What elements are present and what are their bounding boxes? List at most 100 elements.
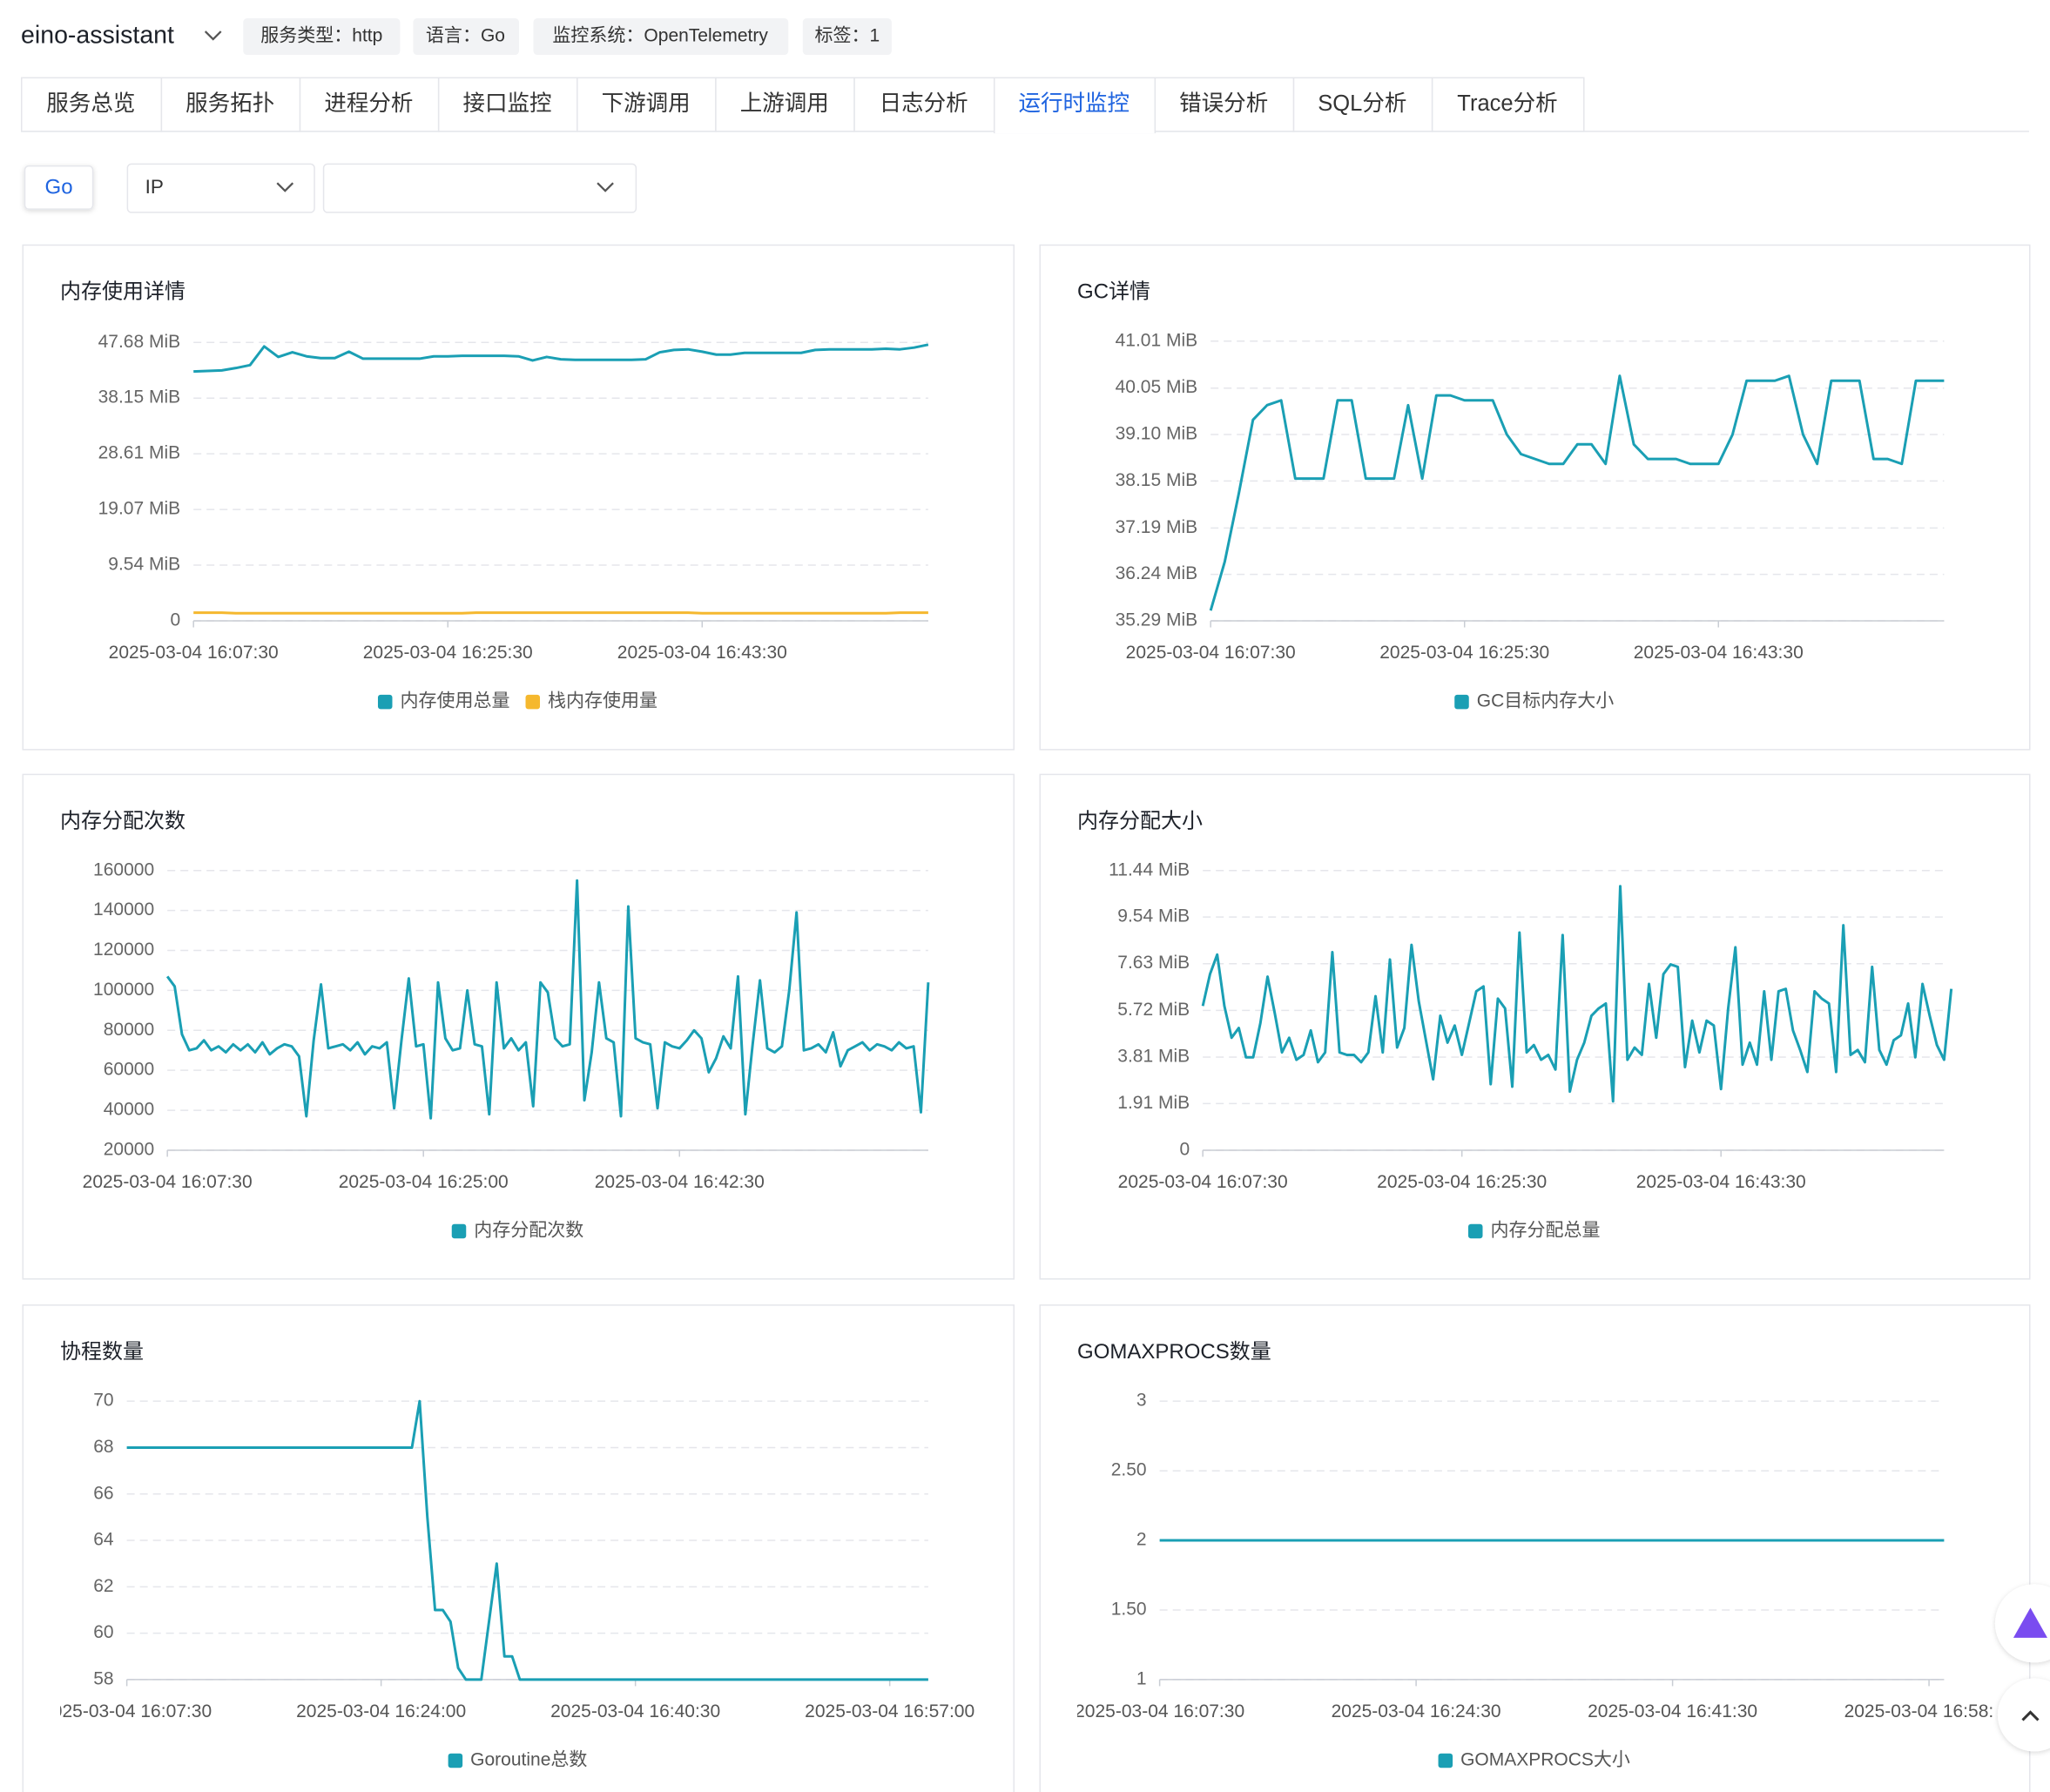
y-tick-label: 38.15 MiB	[98, 387, 181, 408]
legend-swatch[interactable]	[525, 694, 541, 710]
y-tick-label: 36.24 MiB	[1116, 563, 1198, 583]
y-tick-label: 37.19 MiB	[1116, 517, 1198, 537]
x-tick-label: 2025-03-04 16:42:30	[595, 1172, 765, 1192]
legend: 内存使用总量 栈内存使用量	[377, 691, 657, 711]
dimension-select[interactable]	[126, 163, 315, 213]
tab[interactable]	[993, 77, 1156, 134]
legend-label[interactable]: GC目标内存大小	[1477, 691, 1615, 711]
y-tick-label: 100000	[93, 980, 154, 1000]
badge	[243, 18, 401, 56]
assistant-icon	[2013, 1607, 2047, 1638]
x-tick-label: 2025-03-04 16:24:00	[296, 1701, 466, 1721]
legend-label[interactable]: GOMAXPROCS大小	[1460, 1750, 1630, 1770]
tab-label[interactable]: 错误分析	[1179, 91, 1268, 116]
y-tick-label: 9.54 MiB	[108, 555, 180, 575]
chart-area: 内存分配次数 20000 40000 60000 80000 100000 120000 14…	[60, 810, 930, 1241]
tab-label[interactable]: SQL分析	[1318, 91, 1406, 116]
tab[interactable]	[1154, 77, 1295, 132]
y-tick-label: 70	[93, 1391, 113, 1411]
y-tick-label: 0	[170, 610, 180, 630]
chart-panel: GOMAXPROCS数量 1 1.50 2 2.50 3 2025-03-04 16:07:…	[1039, 1304, 2031, 1792]
chart-title: 内存分配次数	[60, 810, 185, 833]
y-tick-label: 2.50	[1111, 1460, 1147, 1480]
y-tick-label: 28.61 MiB	[98, 443, 181, 463]
x-tick-label: 2025-03-04 16:07:30	[83, 1172, 253, 1192]
x-tick-label: 2025-03-04 16:25:30	[363, 643, 533, 663]
legend-label[interactable]: 内存使用总量	[400, 691, 509, 711]
tab-label[interactable]: 上游调用	[740, 91, 829, 116]
badge	[413, 18, 520, 56]
y-tick-label: 68	[93, 1437, 113, 1457]
y-tick-label: 40000	[104, 1100, 154, 1120]
chart-panel: 内存分配大小 0 1.91 MiB 3.81 MiB 5.72 MiB 7.63 MiB 9…	[1039, 773, 2031, 1280]
x-tick-label: 2025-03-04 16:07:30	[1118, 1172, 1288, 1192]
scroll-top-button[interactable]	[1997, 1678, 2050, 1752]
x-tick-label: 2025-03-04 16:41:30	[1588, 1701, 1757, 1721]
x-tick-label: 2025-03-04 16:07:30	[109, 643, 279, 663]
language-text[interactable]: Go	[45, 176, 73, 199]
chart-title: 协程数量	[60, 1340, 144, 1364]
legend: 内存分配总量	[1467, 1221, 1601, 1241]
y-tick-label: 1.91 MiB	[1117, 1093, 1190, 1113]
tab-label[interactable]: 服务拓扑	[185, 91, 274, 116]
service-name[interactable]: eino-assistant	[21, 22, 174, 50]
y-tick-label: 40.05 MiB	[1116, 377, 1198, 397]
badge[interactable]	[802, 18, 892, 56]
tab[interactable]	[21, 77, 163, 132]
chart-panel: 协程数量 58 60 62 64 66 68 70 2025-03-04 16:07:30 202…	[22, 1304, 1015, 1792]
y-tick-label: 9.54 MiB	[1117, 906, 1190, 926]
tab[interactable]	[1292, 77, 1433, 132]
series-line	[193, 343, 929, 374]
y-tick-label: 19.07 MiB	[98, 499, 181, 519]
legend-label[interactable]: 栈内存使用量	[548, 691, 657, 711]
chart-title: 内存使用详情	[60, 280, 185, 304]
chart-panel: 内存分配次数 20000 40000 60000 80000 100000 120000 14…	[22, 773, 1015, 1280]
tab[interactable]	[577, 77, 717, 132]
y-tick-label: 35.29 MiB	[1116, 610, 1198, 630]
legend-label[interactable]: Goroutine总数	[470, 1750, 587, 1770]
tab[interactable]	[299, 77, 440, 132]
y-tick-label: 2	[1136, 1530, 1147, 1550]
tab-active-cover	[995, 129, 1155, 134]
chart-area: 内存使用详情 0 9.54 MiB 19.07 MiB 28.61 MiB 38.15 M…	[60, 280, 929, 711]
badge-text[interactable]: 标签：1	[814, 26, 880, 46]
tab-label[interactable]: Trace分析	[1457, 91, 1557, 116]
value-select[interactable]	[322, 163, 637, 213]
x-tick-label: 2025-03-04 16:58:30	[1844, 1701, 2014, 1721]
y-tick-label: 140000	[93, 899, 154, 920]
dimension-text[interactable]: IP	[145, 176, 164, 198]
tab-label[interactable]: 接口监控	[462, 91, 551, 116]
tab-label[interactable]: 日志分析	[880, 91, 968, 116]
tab[interactable]	[437, 77, 578, 132]
tab-label[interactable]: 服务总览	[46, 91, 135, 116]
badge-text: 语言：Go	[426, 26, 505, 46]
legend-label[interactable]: 内存分配总量	[1491, 1221, 1601, 1241]
tab-label[interactable]: 进程分析	[324, 91, 413, 116]
service-dropdown[interactable]	[204, 30, 222, 41]
y-tick-label: 80000	[104, 1020, 154, 1040]
legend: GOMAXPROCS大小	[1438, 1750, 1630, 1770]
tab[interactable]	[160, 77, 301, 132]
badge-text: 服务类型：http	[260, 26, 382, 46]
legend-swatch[interactable]	[1454, 694, 1469, 710]
language-button[interactable]	[24, 165, 94, 210]
legend-swatch[interactable]	[448, 1753, 463, 1768]
legend-swatch[interactable]	[451, 1223, 467, 1239]
tab-label[interactable]: 下游调用	[602, 91, 691, 116]
tab[interactable]	[1431, 77, 1585, 132]
tab[interactable]	[715, 77, 855, 132]
legend: Goroutine总数	[448, 1750, 587, 1770]
legend-swatch[interactable]	[1467, 1223, 1483, 1239]
y-tick-label: 1	[1136, 1668, 1147, 1688]
legend-swatch[interactable]	[377, 694, 393, 710]
tab[interactable]	[853, 77, 995, 132]
y-tick-label: 62	[93, 1576, 113, 1596]
chart-title: GC详情	[1077, 280, 1150, 304]
legend-label[interactable]: 内存分配次数	[474, 1221, 583, 1241]
y-tick-label: 60000	[104, 1060, 154, 1080]
tab-label-active[interactable]: 运行时监控	[1019, 91, 1130, 116]
x-tick-label: 2025-03-04 16:25:00	[339, 1172, 509, 1192]
select-arrow	[276, 182, 294, 192]
legend-swatch[interactable]	[1438, 1753, 1453, 1768]
panel-frame	[1039, 1304, 2031, 1792]
